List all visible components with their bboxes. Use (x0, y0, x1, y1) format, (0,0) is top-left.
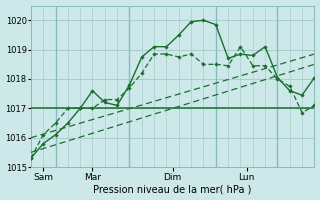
X-axis label: Pression niveau de la mer( hPa ): Pression niveau de la mer( hPa ) (93, 184, 252, 194)
